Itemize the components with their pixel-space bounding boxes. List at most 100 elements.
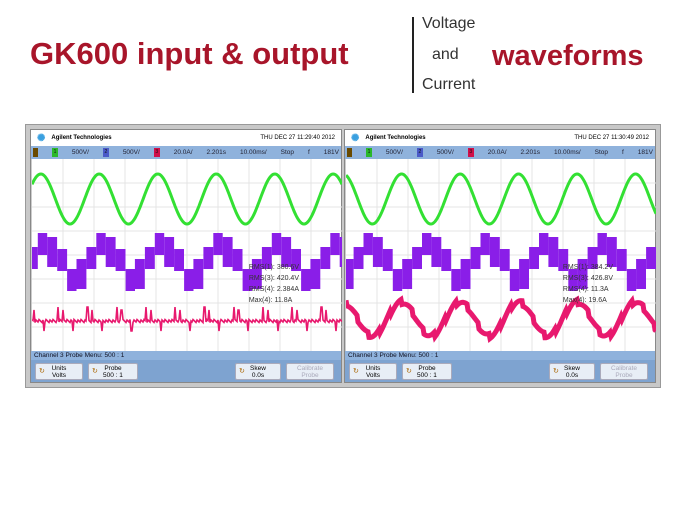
status-field[interactable]: 2.201s bbox=[520, 149, 540, 156]
status-field[interactable]: 20.0A/ bbox=[487, 149, 507, 156]
datetime: THU DEC 27 11:29:40 2012 bbox=[260, 135, 335, 141]
status-field[interactable]: 2.201s bbox=[206, 149, 226, 156]
pwm-block bbox=[251, 259, 262, 289]
pwm-block bbox=[222, 237, 233, 267]
measurement: RMS(4): 11.3A bbox=[562, 286, 609, 293]
status-field[interactable]: 500V/ bbox=[385, 149, 403, 156]
pwm-block bbox=[422, 233, 432, 255]
channel-chip[interactable]: 1 bbox=[51, 148, 58, 157]
status-field[interactable]: 181V bbox=[323, 149, 339, 156]
pwm-block bbox=[261, 247, 272, 269]
status-field[interactable]: 500V/ bbox=[71, 149, 89, 156]
status-field[interactable]: 10.00ms/ bbox=[239, 149, 267, 156]
pwm-block bbox=[636, 259, 646, 289]
pwm-block bbox=[499, 249, 510, 271]
status-field[interactable]: 181V bbox=[637, 149, 653, 156]
softkey-row: ↻ Units Volts ↻ Probe 500 : 1 ↻ Skew 0.0s Calibra… bbox=[345, 360, 655, 382]
pwm-block bbox=[37, 233, 48, 255]
pwm-block bbox=[509, 269, 520, 291]
pwm-block bbox=[558, 249, 569, 271]
pwm-block bbox=[372, 237, 383, 267]
status-field[interactable]: 10.00ms/ bbox=[553, 149, 581, 156]
pwm-block bbox=[232, 249, 243, 271]
measurement: Max(4): 19.6A bbox=[562, 297, 607, 304]
pwm-block bbox=[646, 247, 656, 269]
status-field[interactable]: 20.0A/ bbox=[173, 149, 193, 156]
softkey-calibrate[interactable]: Calibrate Probe bbox=[600, 362, 648, 380]
pwm-block bbox=[242, 269, 252, 291]
pwm-block bbox=[291, 249, 301, 271]
pwm-block bbox=[134, 259, 145, 289]
pwm-block bbox=[597, 233, 607, 255]
knob-icon: ↻ bbox=[92, 367, 98, 375]
channel-chip[interactable]: 1 bbox=[365, 148, 372, 157]
pwm-block bbox=[330, 233, 340, 255]
knob-icon: ↻ bbox=[239, 367, 245, 375]
pwm-block bbox=[320, 247, 331, 269]
knob-icon: ↻ bbox=[406, 367, 412, 375]
pwm-block bbox=[363, 233, 373, 255]
pwm-block bbox=[626, 269, 637, 291]
waveform-display: RMS(1): 384.2V RMS(3): 426.8V RMS(4): 11.3… bbox=[345, 159, 656, 351]
waveform-svg bbox=[346, 159, 656, 351]
knob-icon: ↻ bbox=[353, 367, 359, 375]
pwm-block bbox=[86, 247, 97, 269]
channel-chip[interactable]: 3 bbox=[467, 148, 474, 157]
channel-chip[interactable]: 2 bbox=[416, 148, 423, 157]
pwm-block bbox=[193, 259, 204, 289]
pwm-block bbox=[489, 237, 500, 267]
pwm-block bbox=[548, 237, 559, 267]
status-field[interactable]: 500V/ bbox=[122, 149, 140, 156]
side-word-voltage: Voltage bbox=[422, 15, 476, 32]
pwm-block bbox=[539, 233, 549, 255]
status-field[interactable]: Stop bbox=[280, 149, 295, 156]
knob-icon: ↻ bbox=[553, 367, 559, 375]
pwm-block bbox=[67, 269, 77, 291]
status-field[interactable]: f bbox=[307, 149, 310, 156]
measurement: RMS(1): 384.2V bbox=[562, 264, 613, 271]
pwm-block bbox=[115, 249, 126, 271]
measurement: Max(4): 11.8A bbox=[248, 297, 293, 304]
pwm-block bbox=[271, 233, 282, 255]
softkey-row: ↻ Units Volts ↻ Probe 500 : 1 ↻ Skew 0.0s Calibra… bbox=[31, 360, 341, 382]
datetime: THU DEC 27 11:30:49 2012 bbox=[574, 135, 649, 141]
pwm-block bbox=[382, 249, 393, 271]
measurements: RMS(1): 380.6V RMS(3): 420.4V RMS(4): 2.38… bbox=[249, 262, 299, 306]
pwm-block bbox=[154, 233, 165, 255]
trigger-chip bbox=[33, 148, 38, 157]
side-word-and: and bbox=[432, 46, 459, 63]
voltage-input-trace bbox=[32, 172, 342, 226]
pwm-block bbox=[402, 259, 413, 289]
softkey-units[interactable]: ↻ Units Volts bbox=[349, 362, 397, 380]
softkey-skew[interactable]: ↻ Skew 0.0s bbox=[549, 362, 595, 380]
pwm-block bbox=[32, 247, 38, 269]
softkey-units[interactable]: ↻ Units Volts bbox=[35, 362, 83, 380]
side-word-current: Current bbox=[422, 76, 476, 93]
pwm-block bbox=[470, 247, 481, 269]
pwm-block bbox=[105, 237, 116, 267]
softkey-probe[interactable]: ↻ Probe 500 : 1 bbox=[402, 362, 452, 380]
pwm-block bbox=[184, 269, 194, 291]
voltage-input-trace bbox=[346, 172, 656, 226]
pwm-block bbox=[606, 237, 617, 267]
status-field[interactable]: 500V/ bbox=[436, 149, 454, 156]
channel-chip[interactable]: 2 bbox=[102, 148, 109, 157]
waveform-svg bbox=[32, 159, 342, 351]
channel-chip[interactable]: 3 bbox=[153, 148, 160, 157]
scope-input: ✺ Agilent Technologies THU DEC 27 11:29:4… bbox=[30, 129, 342, 383]
slide-subtitle: waveforms bbox=[492, 40, 644, 72]
softkey-skew[interactable]: ↻ Skew 0.0s bbox=[235, 362, 281, 380]
pwm-block bbox=[451, 269, 461, 291]
status-field[interactable]: f bbox=[621, 149, 624, 156]
status-field[interactable]: Stop bbox=[594, 149, 609, 156]
measurement: RMS(4): 2.384A bbox=[248, 286, 299, 293]
status-bar: 1 500V/2 500V/3 20.0A/2.201s 10.00ms/Stop f 18… bbox=[31, 146, 341, 159]
pwm-block bbox=[144, 247, 155, 269]
pwm-block bbox=[431, 237, 442, 267]
softkey-probe[interactable]: ↻ Probe 500 : 1 bbox=[88, 362, 138, 380]
measurement: RMS(3): 420.4V bbox=[248, 275, 299, 282]
softkey-calibrate[interactable]: Calibrate Probe bbox=[286, 362, 334, 380]
status-bar: 1 500V/2 500V/3 20.0A/2.201s 10.00ms/Stop f 18… bbox=[345, 146, 655, 159]
pwm-block bbox=[125, 269, 135, 291]
waveform-display: RMS(1): 380.6V RMS(3): 420.4V RMS(4): 2.38… bbox=[31, 159, 342, 351]
